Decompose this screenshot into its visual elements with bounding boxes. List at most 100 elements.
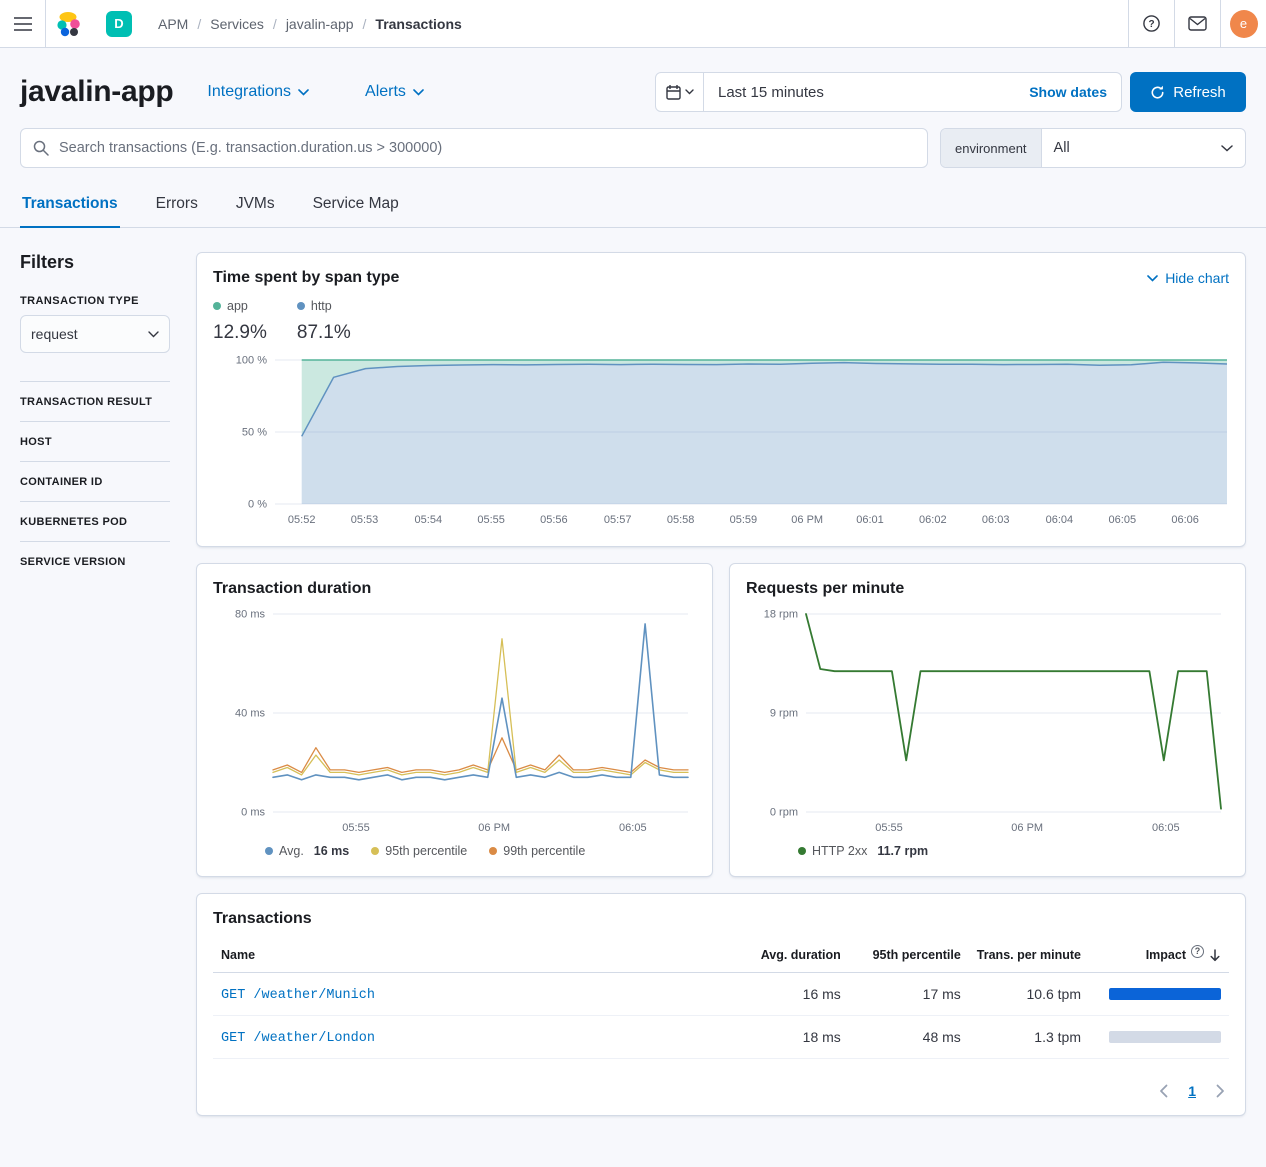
legend-item-p99[interactable]: 99th percentile bbox=[489, 844, 585, 858]
legend-dot-app bbox=[213, 302, 221, 310]
page-title: javalin-app bbox=[20, 75, 174, 108]
refresh-button[interactable]: Refresh bbox=[1130, 72, 1246, 112]
svg-text:9 rpm: 9 rpm bbox=[770, 708, 798, 720]
impact-help-icon[interactable]: ? bbox=[1191, 944, 1204, 958]
column-header-95th[interactable]: 95th percentile bbox=[848, 938, 969, 973]
breadcrumb-current: Transactions bbox=[354, 16, 461, 32]
quick-select-button[interactable] bbox=[656, 73, 704, 111]
svg-text:05:55: 05:55 bbox=[342, 822, 370, 834]
show-dates-link[interactable]: Show dates bbox=[1029, 84, 1107, 100]
svg-text:05:57: 05:57 bbox=[604, 514, 632, 526]
impact-bar-track bbox=[1109, 1031, 1221, 1043]
environment-filter: environment All bbox=[940, 128, 1246, 168]
transaction-duration-chart[interactable]: 0 ms 40 ms 80 ms 05:55 06 PM 06:05 bbox=[213, 606, 696, 838]
integrations-menu[interactable]: Integrations bbox=[207, 83, 309, 101]
legend-item-http2xx[interactable]: HTTP 2xx 11.7 rpm bbox=[798, 844, 928, 858]
legend-value-http2xx: 11.7 rpm bbox=[877, 844, 929, 858]
user-menu-button[interactable]: e bbox=[1220, 0, 1266, 47]
svg-text:06:01: 06:01 bbox=[856, 514, 884, 526]
tab-jvms[interactable]: JVMs bbox=[235, 195, 275, 212]
impact-bar-track bbox=[1109, 988, 1221, 1000]
svg-text:18 rpm: 18 rpm bbox=[764, 609, 798, 621]
svg-text:0 %: 0 % bbox=[248, 499, 267, 511]
table-row: GET /weather/London 18 ms 48 ms 1.3 tpm bbox=[213, 1015, 1229, 1059]
breadcrumb-service-name[interactable]: javalin-app bbox=[264, 16, 354, 32]
column-header-tpm[interactable]: Trans. per minute bbox=[968, 938, 1089, 973]
filter-section-kubernetes-pod[interactable]: KUBERNETES POD bbox=[20, 502, 170, 542]
legend-dot-p99 bbox=[489, 847, 498, 855]
hide-chart-link[interactable]: Hide chart bbox=[1147, 270, 1229, 286]
environment-select[interactable]: All bbox=[1042, 129, 1245, 167]
filter-section-container-id[interactable]: CONTAINER ID bbox=[20, 462, 170, 502]
span-type-title: Time spent by span type bbox=[213, 269, 400, 286]
svg-text:05:58: 05:58 bbox=[667, 514, 695, 526]
elastic-home-button[interactable] bbox=[46, 0, 92, 47]
tab-transactions[interactable]: Transactions bbox=[20, 180, 120, 228]
alerts-label: Alerts bbox=[365, 83, 406, 100]
filter-section-host[interactable]: HOST bbox=[20, 422, 170, 462]
tab-errors[interactable]: Errors bbox=[155, 195, 198, 212]
column-header-name[interactable]: Name bbox=[213, 938, 729, 973]
service-tabs: Transactions Errors JVMs Service Map bbox=[0, 180, 1266, 228]
search-transactions-input[interactable] bbox=[57, 139, 915, 157]
transaction-link-london[interactable]: GET /weather/London bbox=[221, 1031, 375, 1046]
svg-text:50 %: 50 % bbox=[242, 427, 267, 439]
legend-item-avg[interactable]: Avg. 16 ms bbox=[265, 844, 349, 858]
legend-item-http[interactable]: http bbox=[296, 299, 351, 313]
page-header: javalin-app Integrations Alerts bbox=[0, 48, 1266, 112]
integrations-label: Integrations bbox=[207, 83, 292, 100]
filter-section-transaction-result[interactable]: TRANSACTION RESULT bbox=[20, 382, 170, 422]
legend-dot-avg bbox=[265, 847, 273, 855]
svg-text:06:05: 06:05 bbox=[1152, 822, 1180, 834]
column-header-impact[interactable]: Impact ? bbox=[1089, 938, 1229, 973]
sort-descending-icon bbox=[1210, 948, 1220, 961]
breadcrumb-apm[interactable]: APM bbox=[158, 15, 189, 32]
impact-bar bbox=[1109, 988, 1221, 1000]
cell-tpm: 10.6 tpm bbox=[968, 972, 1089, 1016]
http-percentage: 87.1% bbox=[296, 322, 351, 343]
refresh-icon bbox=[1151, 85, 1164, 99]
svg-text:05:59: 05:59 bbox=[730, 514, 758, 526]
transaction-duration-title: Transaction duration bbox=[213, 580, 372, 597]
legend-label-http: http bbox=[310, 299, 332, 313]
hide-chart-label: Hide chart bbox=[1165, 270, 1229, 286]
legend-item-p95[interactable]: 95th percentile bbox=[371, 844, 467, 858]
svg-text:06:05: 06:05 bbox=[1109, 514, 1137, 526]
chevron-down-icon bbox=[148, 330, 159, 337]
breadcrumb-services[interactable]: Services bbox=[188, 16, 264, 32]
filter-section-service-version[interactable]: SERVICE VERSION bbox=[20, 556, 126, 568]
transaction-type-value: request bbox=[31, 326, 78, 342]
menu-button[interactable] bbox=[0, 0, 46, 47]
time-range-value[interactable]: Last 15 minutes bbox=[718, 83, 824, 101]
page-number-1[interactable]: 1 bbox=[1188, 1083, 1196, 1099]
svg-text:05:55: 05:55 bbox=[477, 514, 505, 526]
newsfeed-button[interactable] bbox=[1174, 0, 1220, 47]
svg-text:06 PM: 06 PM bbox=[478, 822, 510, 834]
mail-icon bbox=[1188, 16, 1207, 31]
span-type-chart[interactable]: 0 % 50 % 100 % 05:52 05:53 05:54 05:55 05:56 05:… bbox=[213, 354, 1229, 530]
legend-label-p99: 99th percentile bbox=[503, 844, 586, 858]
next-page-icon[interactable] bbox=[1216, 1084, 1225, 1098]
hamburger-icon bbox=[13, 16, 32, 31]
tab-service-map[interactable]: Service Map bbox=[312, 195, 399, 212]
svg-text:05:56: 05:56 bbox=[540, 514, 568, 526]
environment-label: environment bbox=[941, 129, 1042, 167]
svg-text:80 ms: 80 ms bbox=[235, 609, 265, 621]
requests-per-minute-chart[interactable]: 0 rpm 9 rpm 18 rpm 05:55 06 PM 06:05 bbox=[746, 606, 1229, 838]
cell-tpm: 1.3 tpm bbox=[968, 1015, 1089, 1059]
transactions-table: Name Avg. duration 95th percentile Trans… bbox=[213, 938, 1229, 1059]
transaction-type-select[interactable]: request bbox=[20, 315, 170, 353]
transaction-link-munich[interactable]: GET /weather/Munich bbox=[221, 988, 375, 1003]
previous-page-icon[interactable] bbox=[1159, 1084, 1168, 1098]
column-header-avg-duration[interactable]: Avg. duration bbox=[728, 938, 849, 973]
svg-text:0 rpm: 0 rpm bbox=[770, 807, 798, 819]
legend-label-app: app bbox=[227, 299, 248, 313]
legend-item-app[interactable]: app bbox=[213, 299, 267, 313]
svg-text:0 ms: 0 ms bbox=[241, 807, 265, 819]
table-row: GET /weather/Munich 16 ms 17 ms 10.6 tpm bbox=[213, 972, 1229, 1016]
alerts-menu[interactable]: Alerts bbox=[365, 83, 424, 101]
help-button[interactable]: ? bbox=[1128, 0, 1174, 47]
top-navigation-bar: D APM Services javalin-app Transactions … bbox=[0, 0, 1266, 48]
elastic-logo-icon bbox=[57, 11, 80, 36]
space-badge[interactable]: D bbox=[106, 10, 132, 37]
